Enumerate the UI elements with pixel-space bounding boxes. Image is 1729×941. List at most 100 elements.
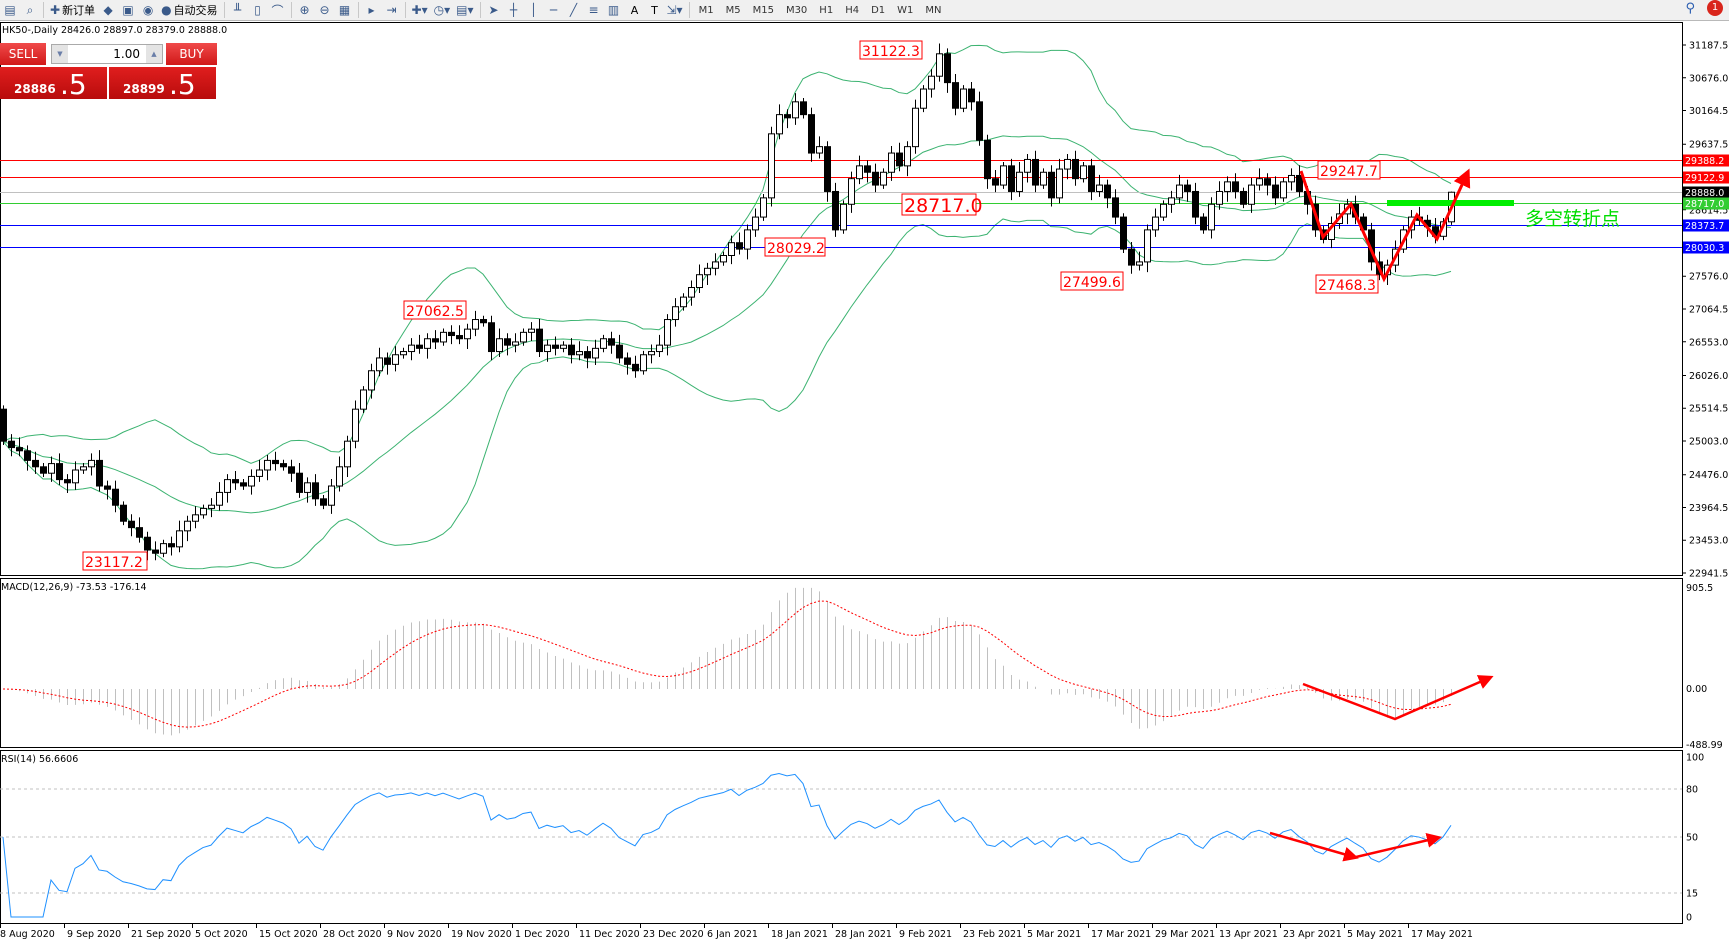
candle [928,69,935,98]
templates-button[interactable]: ▤▾ [453,1,476,19]
timeframe-w1[interactable]: W1 [897,4,914,16]
sell-price[interactable]: 28886 .5 [0,67,107,101]
horizontal-line-button[interactable]: ─ [544,1,564,19]
price-line-tag [1683,171,1729,184]
crosshair-button[interactable]: ┼ [504,1,524,19]
notification-badge[interactable]: 1 [1707,0,1723,16]
history-button[interactable]: ◆ [98,1,118,19]
timeframe-h4[interactable]: H4 [845,4,860,16]
candle-body [792,101,799,119]
candle [544,339,551,362]
terminal-button[interactable]: ▣ [118,1,138,19]
sell-price-fraction: .5 [60,68,87,101]
timeframe-m1[interactable]: M1 [698,4,714,16]
candle [728,235,735,265]
text-label-button[interactable]: T [644,1,664,19]
candle-body [520,331,527,343]
candle [1328,216,1335,249]
lot-increase-button[interactable]: ▲ [146,45,162,63]
timeframe-d1[interactable]: D1 [871,4,886,16]
annotation-box [82,551,148,571]
candle-body [88,459,95,468]
price-axis-label: 22941.5 [1689,569,1728,580]
candle-body [824,146,831,192]
toolbar-label: 自动交易 [173,4,218,17]
timeframe-mn[interactable]: MN [925,4,942,16]
candle [968,81,975,111]
cursor-button[interactable]: ➤ [484,1,504,19]
candle-body [992,178,999,186]
candle-body [40,466,47,474]
candle [1160,200,1167,221]
zoom-out-button[interactable]: ⊖ [315,1,335,19]
date-axis-label: 18 Jan 2021 [771,929,828,940]
candle-body [200,507,207,516]
search-icon[interactable]: ⚲ [1685,1,1695,16]
candle-body [536,328,543,353]
candle-body [1216,190,1223,205]
price-axis-label: 29637.5 [1689,140,1728,151]
fibonacci-button[interactable]: ≡ [584,1,604,19]
periods-button[interactable]: ◷▾ [431,1,454,19]
candle-body [896,152,903,167]
text-button[interactable]: A [624,1,644,19]
candle [1200,213,1207,234]
chart-window-button[interactable]: ▤ [0,1,20,19]
new-order-button[interactable]: ✚ 新订单 [47,1,98,19]
autotrading-button[interactable]: ● 自动交易 [158,1,220,19]
candle-body [1008,165,1015,192]
candle-body [344,440,351,468]
chart-shift-button[interactable]: ▸ [362,1,382,19]
toolbar-label: 新订单 [62,4,96,17]
candle [1144,224,1151,273]
candle [616,334,623,364]
price-axis-label: 23964.5 [1689,503,1728,514]
signal-button[interactable]: ◉ [138,1,158,19]
indicators-button[interactable]: ✚▾ [409,1,431,19]
timeframe-m15[interactable]: M15 [752,4,774,16]
trendline-button[interactable]: ╱ [564,1,584,19]
candle [720,251,727,266]
chart-title: HK50-,Daily 28426.0 28897.0 28379.0 2888… [2,25,228,36]
candle [80,462,87,474]
candle [480,315,487,327]
bar-chart-icon: ╨ [233,3,242,17]
buy-button[interactable]: BUY [166,43,217,65]
lot-decrease-button[interactable]: ▼ [52,45,68,63]
date-axis-label: 23 Dec 2020 [643,929,704,940]
timeframe-m30[interactable]: M30 [785,4,808,16]
timeframe-m5[interactable]: M5 [725,4,741,16]
zoom-in-button[interactable]: ⊕ [295,1,315,19]
lot-value[interactable]: 1.00 [113,47,140,61]
line-chart-button[interactable]: ⌒ [268,1,288,19]
candle [640,350,647,375]
autoscroll-button[interactable]: ⇥ [382,1,402,19]
tile-windows-button[interactable]: ▦ [335,1,355,19]
sell-price-main: 28886 [14,82,56,96]
candle-body [480,319,487,324]
bar-chart-button[interactable]: ╨ [228,1,248,19]
sell-button[interactable]: SELL [0,43,46,65]
vertical-line-button[interactable]: │ [524,1,544,19]
candle [1216,181,1223,210]
timeframe-h1[interactable]: H1 [819,4,834,16]
annotation-text: 27468.3 [1318,278,1376,294]
candle [872,163,879,193]
candle-body [888,152,895,173]
candle-body [1248,184,1255,205]
candle-body [1272,184,1279,199]
toolbar-label: A [630,3,639,17]
date-axis-label: 9 Nov 2020 [387,929,442,940]
history-icon: ◆ [103,3,113,17]
channel-button[interactable]: ▥ [604,1,624,19]
candlestick-button[interactable]: ▯ [248,1,268,19]
candle [1032,150,1039,193]
buy-price[interactable]: 28899 .5 [109,67,216,101]
candle [496,328,503,357]
candle-body [936,53,943,77]
zoom-window-button[interactable]: ⌕ [20,1,40,19]
arrows-button[interactable]: ⇲▾ [664,1,686,19]
lot-size-input[interactable]: ▼ 1.00 ▲ [51,44,163,64]
candle [336,456,343,492]
